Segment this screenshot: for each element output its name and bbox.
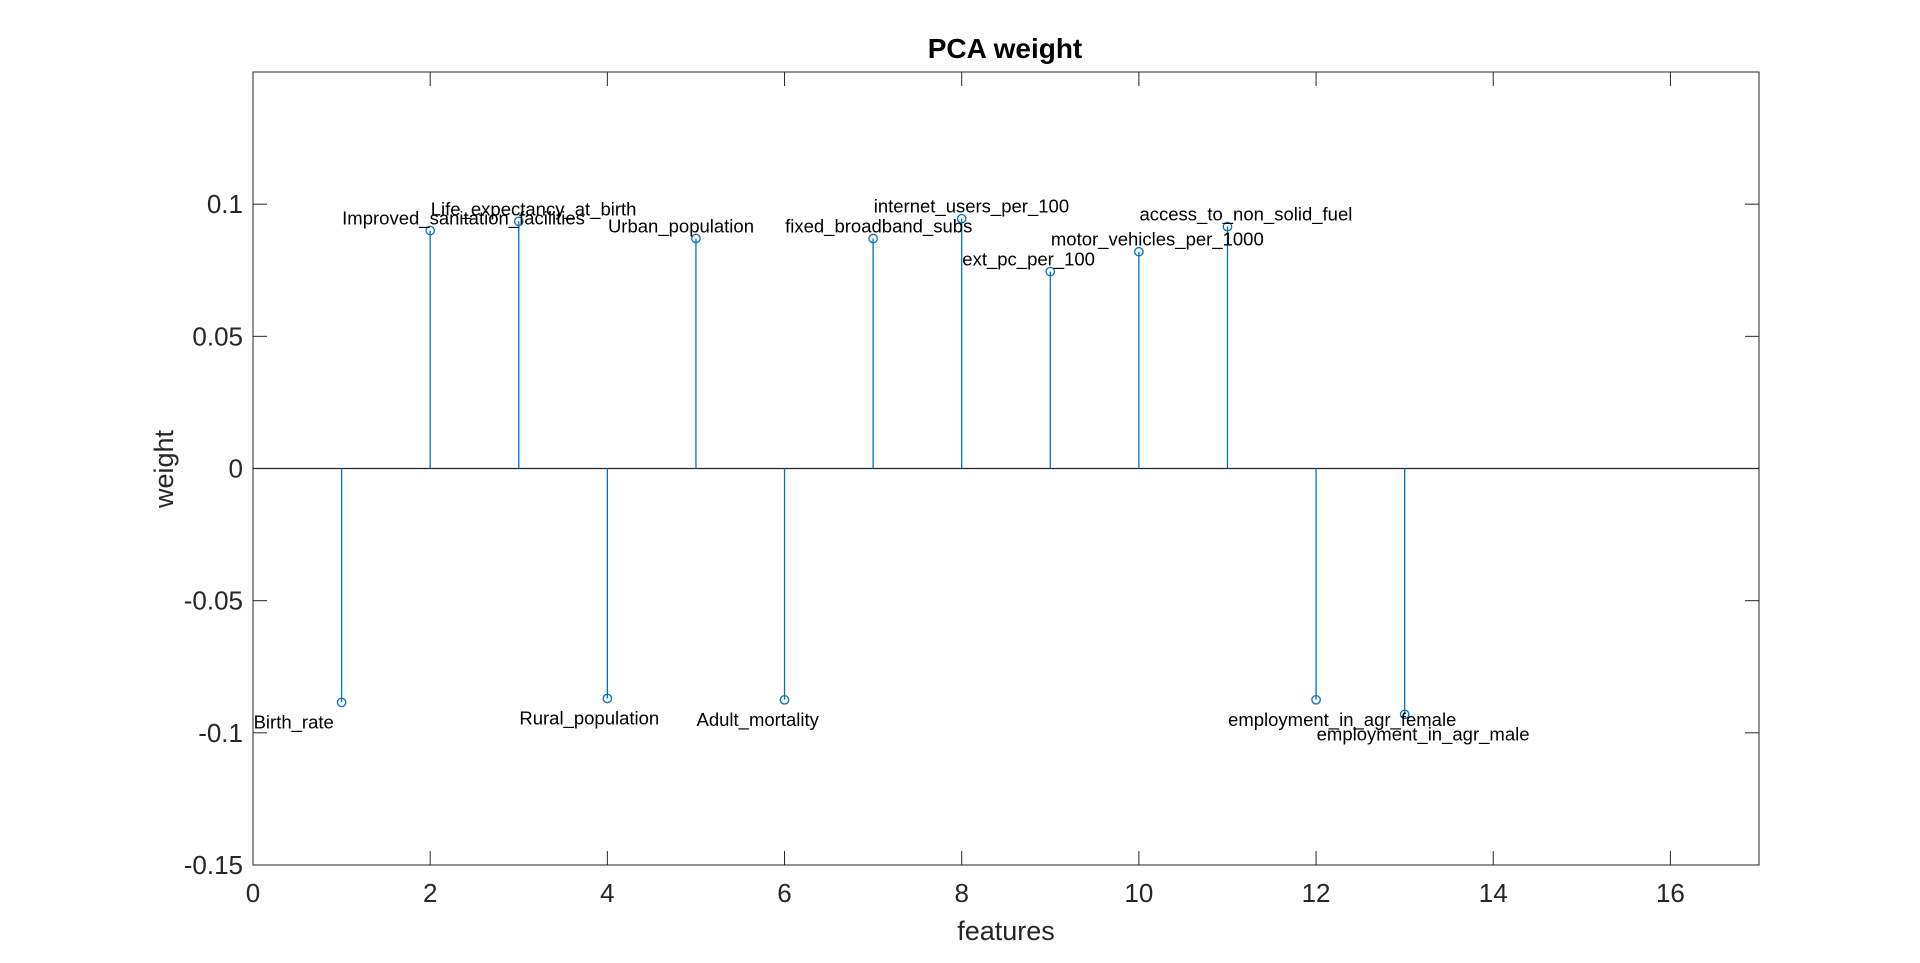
- x-tick-label: 0: [246, 878, 260, 908]
- point-label: access_to_non_solid_fuel: [1139, 204, 1352, 226]
- stem-marker: [1045, 266, 1056, 277]
- stem-marker: [1222, 221, 1233, 232]
- stem-series: [336, 213, 1410, 720]
- stem-marker: [956, 213, 967, 224]
- y-tick-label: -0.15: [184, 850, 243, 880]
- stem-marker: [868, 233, 878, 244]
- point-label: Life_expectancy_at_birth: [431, 198, 637, 220]
- point-label: fixed_broadband_subs: [785, 216, 972, 238]
- point-label: Urban_population: [608, 216, 754, 238]
- x-axis-label: features: [957, 916, 1055, 946]
- y-tick-label: -0.05: [184, 586, 243, 616]
- y-tick-label: 0: [229, 454, 243, 484]
- y-tick-label: 0.05: [192, 321, 243, 351]
- point-label: Adult_mortality: [697, 709, 820, 731]
- stem-marker: [336, 697, 347, 708]
- axis-tick-labels: 0 2 4 6 8 10 12 14 16 -0.15 -0.1 -0.05 0 0.05 0.1: [184, 189, 1685, 908]
- stem-marker: [602, 693, 613, 704]
- point-label: ext_pc_per_100: [962, 249, 1095, 271]
- axis-ticks: [252, 72, 1759, 866]
- point-labels: Birth_rate Improved_sanitation_facilities…: [254, 196, 1530, 746]
- y-tick-label: 0.1: [207, 189, 243, 219]
- stem-marker: [1134, 246, 1144, 257]
- x-tick-label: 8: [954, 878, 968, 908]
- y-axis-label: weight: [149, 429, 179, 509]
- stem-marker: [513, 216, 524, 227]
- stem-marker: [1311, 694, 1321, 705]
- x-tick-label: 14: [1479, 878, 1508, 908]
- x-tick-label: 4: [600, 878, 614, 908]
- point-label: Birth_rate: [254, 711, 334, 733]
- stem-marker: [1399, 709, 1410, 720]
- point-label: employment_in_agr_male: [1317, 723, 1530, 745]
- x-tick-label: 6: [777, 878, 791, 908]
- point-label: employment_in_agr_female: [1228, 709, 1456, 731]
- x-tick-label: 16: [1656, 878, 1685, 908]
- x-tick-label: 10: [1124, 878, 1153, 908]
- stem-marker: [691, 233, 701, 244]
- stem-marker: [779, 694, 790, 705]
- point-label: Improved_sanitation_facilities: [342, 208, 585, 230]
- point-label: Rural_population: [519, 707, 659, 729]
- stem-marker: [425, 225, 436, 236]
- y-tick-label: -0.1: [198, 718, 243, 748]
- point-label: motor_vehicles_per_1000: [1051, 229, 1264, 251]
- x-tick-label: 2: [423, 878, 437, 908]
- chart-title: PCA weight: [928, 33, 1083, 64]
- point-label: internet_users_per_100: [874, 196, 1069, 218]
- x-tick-label: 12: [1302, 878, 1331, 908]
